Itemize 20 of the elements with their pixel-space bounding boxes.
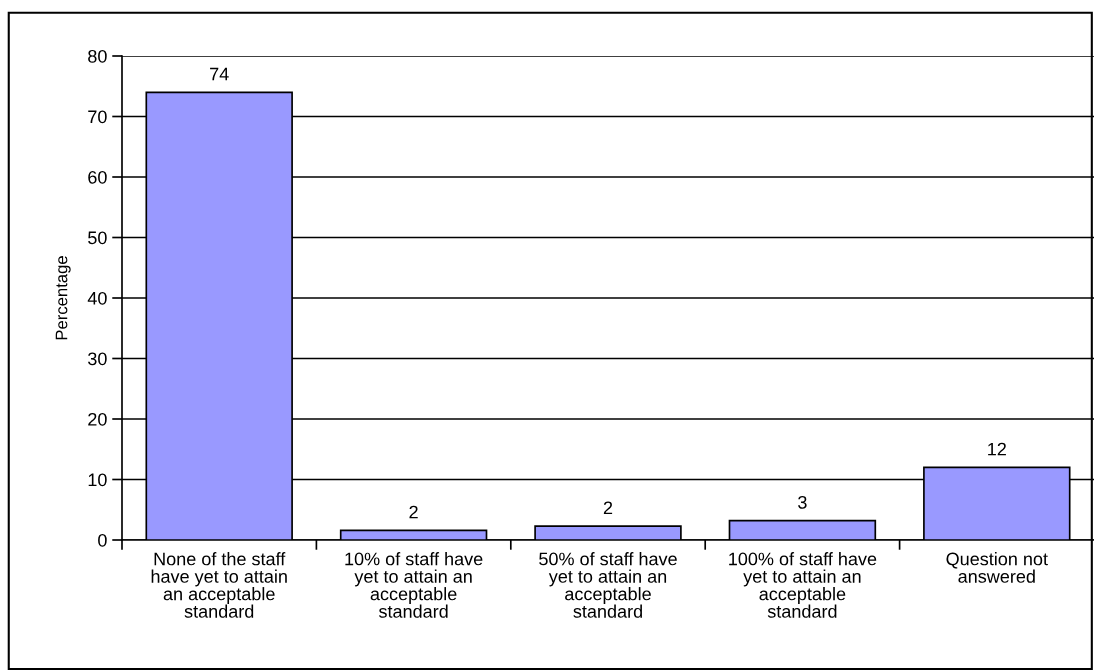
- x-tick-label: 10% of staff have yet to attain an acceptable standard: [345, 552, 483, 618]
- y-tick-label: 70: [88, 110, 107, 124]
- x-tick-label: 50% of staff have yet to attain an acceptable standard: [539, 552, 677, 618]
- y-tick-label: 50: [88, 231, 107, 245]
- data-label: 12: [988, 442, 1006, 456]
- data-label: 3: [798, 495, 807, 509]
- y-tick-label: 30: [88, 352, 107, 366]
- y-tick-label: 80: [88, 49, 107, 63]
- y-tick-label: 10: [88, 473, 107, 487]
- x-tick-label: None of the staff have yet to attain an acceptable standard: [151, 552, 287, 618]
- data-label: 2: [603, 501, 613, 515]
- y-tick-label: 0: [98, 533, 107, 547]
- data-label: 74: [210, 67, 229, 81]
- y-tick-label: 60: [88, 170, 107, 184]
- x-tick-label: Question not answered: [946, 552, 1048, 583]
- y-tick-label: 20: [88, 412, 107, 426]
- data-label: 2: [409, 505, 418, 519]
- y-axis-title: Percentage: [55, 256, 71, 340]
- x-tick-label: 100% of staff have yet to attain an acceptable standard: [729, 552, 877, 618]
- y-tick-label: 40: [87, 291, 107, 305]
